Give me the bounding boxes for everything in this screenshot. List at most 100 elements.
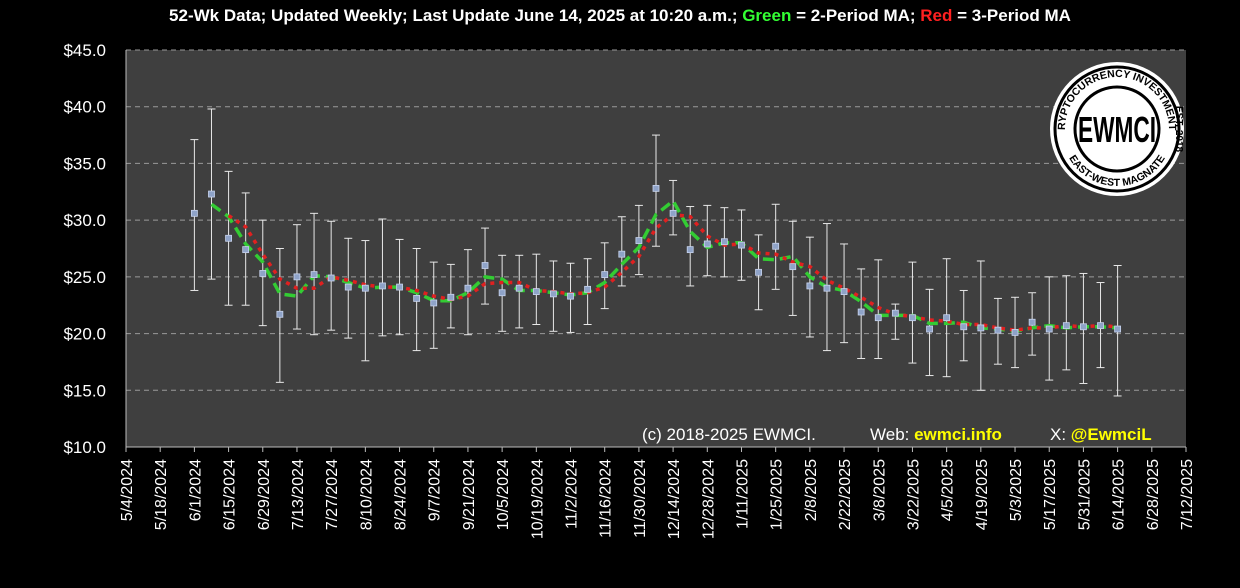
logo-center-text: EWMCI bbox=[1078, 109, 1156, 150]
y-tick-label: $20.0 bbox=[63, 325, 106, 344]
x-tick-label: 12/28/2024 bbox=[700, 459, 717, 539]
footer-web: Web: ewmci.info bbox=[870, 425, 1002, 444]
data-point bbox=[1011, 329, 1019, 336]
x-tick-label: 10/19/2024 bbox=[529, 459, 546, 539]
data-point bbox=[823, 284, 831, 292]
data-point bbox=[806, 282, 814, 290]
data-point bbox=[891, 309, 899, 317]
logo-side-text: EST. 2018 bbox=[1173, 106, 1184, 153]
y-tick-label: $15.0 bbox=[63, 381, 106, 400]
data-point bbox=[481, 262, 489, 269]
data-point bbox=[857, 308, 865, 316]
x-tick-label: 11/16/2024 bbox=[598, 459, 615, 538]
data-point bbox=[447, 293, 455, 301]
footer-x-label: X: bbox=[1050, 425, 1071, 444]
x-tick-label: 12/14/2024 bbox=[666, 459, 683, 539]
x-tick-label: 11/30/2024 bbox=[632, 459, 649, 538]
x-tick-label: 8/24/2024 bbox=[393, 459, 410, 530]
x-axis-labels: 5/4/2024 5/18/2024 6/1/2024 6/15/2024 6/29/2… bbox=[119, 459, 1196, 539]
data-point bbox=[327, 274, 335, 282]
title-green-word: Green bbox=[742, 6, 792, 25]
y-axis-labels: $10.0 $15.0 $20.0 $25.0 $30.0 $35.0 $40.0 $45.0 bbox=[63, 41, 106, 457]
chart-title: 52-Wk Data; Updated Weekly; Last Update … bbox=[0, 6, 1240, 26]
x-tick-label: 6/1/2024 bbox=[187, 459, 204, 521]
data-point bbox=[550, 290, 557, 298]
data-point bbox=[703, 240, 711, 248]
title-part2: = 2-Period MA; bbox=[791, 6, 921, 25]
data-point bbox=[293, 273, 301, 281]
data-point bbox=[190, 209, 198, 217]
data-point bbox=[344, 283, 352, 291]
data-point bbox=[994, 326, 1002, 334]
data-point bbox=[242, 246, 250, 254]
data-point bbox=[1114, 325, 1122, 333]
data-point bbox=[532, 288, 540, 296]
data-point bbox=[738, 241, 745, 249]
data-point bbox=[361, 284, 369, 292]
y-tick-label: $40.0 bbox=[63, 98, 106, 117]
data-point bbox=[652, 184, 660, 192]
data-point bbox=[515, 284, 523, 292]
footer-web-value: ewmci.info bbox=[914, 425, 1002, 444]
y-tick-label: $25.0 bbox=[63, 268, 106, 287]
plot-area bbox=[126, 50, 1186, 447]
data-points bbox=[190, 184, 1122, 336]
x-tick-label: 6/14/2025 bbox=[1111, 459, 1128, 530]
footer-x: X: @EwmciL bbox=[1050, 425, 1152, 444]
data-point bbox=[977, 324, 985, 332]
x-tick-label: 9/21/2024 bbox=[461, 459, 478, 530]
data-point bbox=[259, 270, 267, 277]
title-part1: 52-Wk Data; Updated Weekly; Last Update … bbox=[169, 6, 743, 25]
x-tick-label: 5/31/2025 bbox=[1076, 459, 1093, 530]
data-point bbox=[686, 246, 694, 254]
x-tick-label: 4/5/2025 bbox=[940, 459, 957, 521]
data-point bbox=[840, 288, 848, 296]
x-tick-label: 2/8/2025 bbox=[803, 459, 820, 521]
data-point bbox=[635, 237, 643, 244]
x-tick-label: 1/25/2025 bbox=[769, 459, 786, 530]
data-point bbox=[601, 271, 609, 278]
x-tick-label: 5/18/2024 bbox=[153, 459, 170, 530]
x-tick-label: 3/8/2025 bbox=[871, 459, 888, 521]
data-point bbox=[310, 271, 318, 278]
data-point bbox=[567, 292, 574, 300]
x-tick-label: 1/11/2025 bbox=[734, 459, 751, 529]
footer-copyright: (c) 2018-2025 EWMCI. bbox=[642, 425, 816, 444]
data-point bbox=[1062, 322, 1070, 330]
x-tick-label: 11/2/2024 bbox=[564, 459, 581, 529]
x-tick-label: 2/22/2025 bbox=[837, 459, 854, 530]
x-tick-label: 5/4/2024 bbox=[119, 459, 136, 521]
title-red-word: Red bbox=[920, 6, 953, 25]
data-point bbox=[772, 242, 780, 250]
x-tick-label: 5/3/2025 bbox=[1008, 459, 1025, 521]
x-tick-label: 5/17/2025 bbox=[1042, 459, 1059, 530]
x-tick-label: 8/10/2024 bbox=[358, 459, 375, 530]
data-point bbox=[379, 282, 386, 290]
y-tick-label: $35.0 bbox=[63, 154, 106, 173]
title-part3: = 3-Period MA bbox=[952, 6, 1071, 25]
data-point bbox=[755, 268, 762, 276]
y-tick-label: $45.0 bbox=[63, 41, 106, 60]
y-tick-label: $10.0 bbox=[63, 438, 106, 457]
x-tick-label: 6/29/2024 bbox=[256, 459, 273, 530]
data-point bbox=[720, 238, 728, 246]
x-tick-label: 4/19/2025 bbox=[974, 459, 991, 530]
gridlines bbox=[125, 49, 1187, 452]
x-tick-label: 3/22/2025 bbox=[905, 459, 922, 530]
data-point bbox=[1028, 318, 1036, 326]
data-point bbox=[874, 314, 882, 322]
data-point bbox=[669, 209, 677, 217]
data-point bbox=[909, 314, 916, 322]
data-point bbox=[1080, 323, 1087, 331]
x-tick-label: 7/12/2025 bbox=[1179, 459, 1196, 530]
data-point bbox=[498, 289, 506, 297]
data-point bbox=[1045, 325, 1053, 333]
data-point bbox=[396, 283, 403, 291]
data-point bbox=[208, 190, 215, 198]
data-point bbox=[464, 284, 472, 292]
y-tick-label: $30.0 bbox=[63, 211, 106, 230]
x-tick-label: 9/7/2024 bbox=[427, 459, 444, 521]
data-point bbox=[1097, 322, 1104, 330]
data-point bbox=[960, 323, 968, 331]
